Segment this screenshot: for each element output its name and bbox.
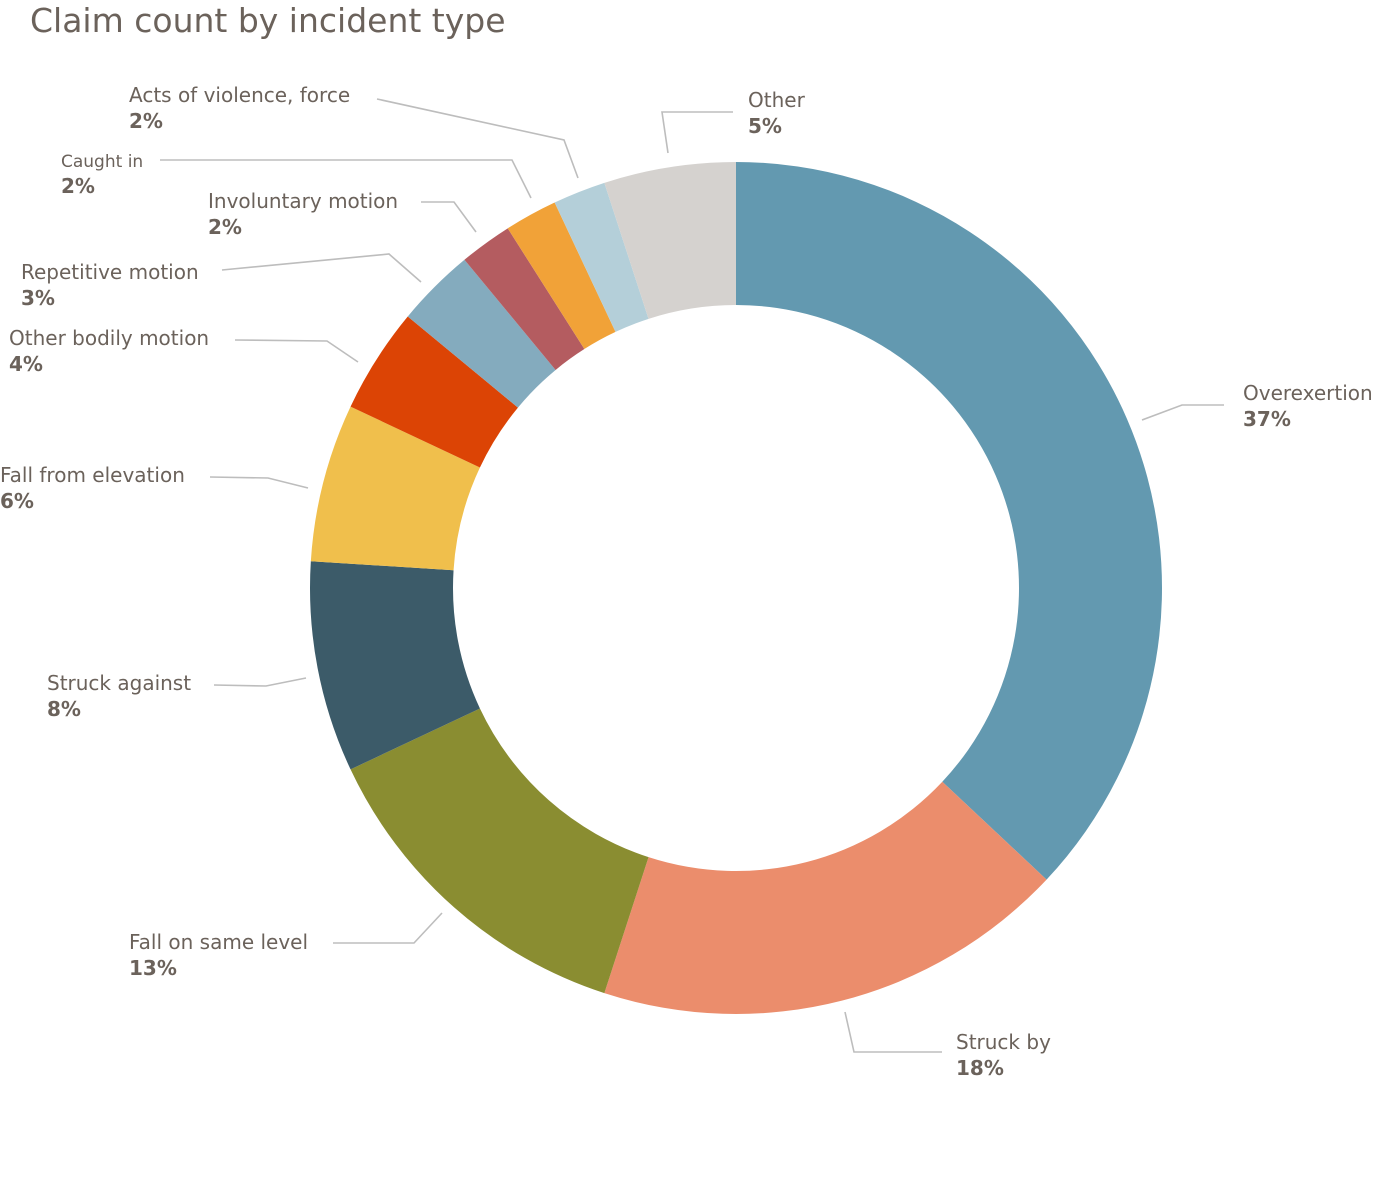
leader-line-repetitive-motion — [221, 253, 422, 283]
value-label-struck-by: 18% — [956, 1056, 1004, 1080]
value-label-fall-on-same-level: 13% — [129, 956, 177, 980]
label-caught-in: Caught in — [61, 152, 143, 172]
slice-fall-on-same-level — [350, 708, 649, 994]
slice-overexertion — [736, 162, 1163, 880]
slice-other — [604, 162, 736, 319]
label-involuntary-motion: Involuntary motion — [208, 189, 398, 213]
label-fall-on-same-level: Fall on same level — [129, 930, 308, 954]
value-label-involuntary-motion: 2% — [208, 215, 242, 239]
slice-acts-of-violence-force — [554, 182, 649, 332]
slice-other-bodily-motion — [350, 316, 518, 468]
value-label-caught-in: 2% — [61, 174, 95, 198]
leader-line-fall-from-elevation — [209, 476, 309, 489]
value-label-overexertion: 37% — [1243, 407, 1291, 431]
label-overexertion: Overexertion — [1243, 381, 1373, 405]
leader-line-overexertion — [1141, 404, 1224, 421]
leader-line-other — [661, 111, 733, 154]
leader-line-caught-in — [160, 159, 532, 199]
leader-line-struck-against — [213, 677, 307, 687]
donut-slices — [309, 162, 1163, 1014]
slice-fall-from-elevation — [310, 406, 480, 571]
label-acts-of-violence-force: Acts of violence, force — [129, 83, 350, 107]
leader-line-acts-of-violence-force — [376, 98, 579, 179]
value-label-struck-against: 8% — [47, 697, 81, 721]
slice-struck-by — [604, 781, 1047, 1014]
leader-line-other-bodily-motion — [234, 339, 359, 363]
slice-caught-in — [507, 202, 616, 350]
value-label-repetitive-motion: 3% — [21, 286, 55, 310]
slice-struck-against — [309, 561, 480, 770]
slice-repetitive-motion — [407, 259, 556, 408]
value-label-other-bodily-motion: 4% — [9, 352, 43, 376]
chart-title: Claim count by incident type — [30, 1, 506, 40]
leader-lines — [160, 98, 1224, 1053]
value-label-acts-of-violence-force: 2% — [129, 109, 163, 133]
label-repetitive-motion: Repetitive motion — [21, 260, 199, 284]
value-label-other: 5% — [748, 114, 782, 138]
label-struck-against: Struck against — [47, 671, 191, 695]
label-fall-from-elevation: Fall from elevation — [0, 463, 185, 487]
label-other-bodily-motion: Other bodily motion — [9, 326, 209, 350]
slice-involuntary-motion — [464, 228, 585, 370]
leader-line-struck-by — [844, 1011, 942, 1053]
value-label-fall-from-elevation: 6% — [0, 489, 34, 513]
leader-line-fall-on-same-level — [333, 912, 443, 944]
leader-line-involuntary-motion — [421, 201, 477, 233]
label-struck-by: Struck by — [956, 1030, 1051, 1054]
label-other: Other — [748, 88, 806, 112]
